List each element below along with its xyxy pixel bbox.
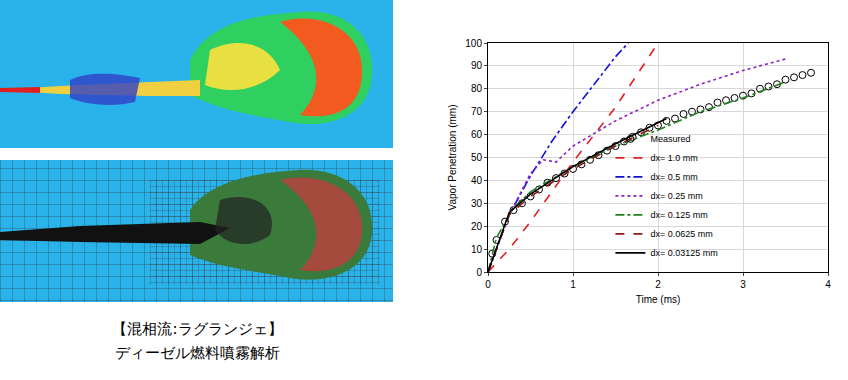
svg-text:90: 90 [471,60,483,71]
svg-text:3: 3 [740,279,746,290]
svg-text:80: 80 [471,83,483,94]
svg-text:30: 30 [471,198,483,209]
svg-text:Measured: Measured [650,134,690,144]
svg-text:dx= 0.125 mm: dx= 0.125 mm [650,210,707,220]
svg-text:60: 60 [471,129,483,140]
html-text:ディーゼル燃料噴霧解析: ディーゼル燃料噴霧解析 [115,344,280,362]
svg-text:70: 70 [471,106,483,117]
svg-text:1: 1 [570,279,576,290]
svg-text:Vapor Penetration (mm): Vapor Penetration (mm) [447,105,458,211]
svg-text:10: 10 [471,244,483,255]
svg-text:50: 50 [471,152,483,163]
svg-text:dx= 1.0 mm: dx= 1.0 mm [650,153,697,163]
svg-text:4: 4 [825,279,831,290]
svg-text:dx= 0.25 mm: dx= 0.25 mm [650,191,702,201]
svg-text:20: 20 [471,221,483,232]
svg-text:0: 0 [476,267,482,278]
svg-text:2: 2 [655,279,661,290]
svg-text:100: 100 [465,38,482,49]
svg-text:40: 40 [471,175,483,186]
html-text:【混相流:ラグランジェ】: 【混相流:ラグランジェ】 [112,320,283,338]
svg-text:Time (ms): Time (ms) [636,294,681,305]
svg-text:0: 0 [485,279,491,290]
svg-text:dx= 0.0625 mm: dx= 0.0625 mm [650,229,712,239]
svg-text:dx= 0.5 mm: dx= 0.5 mm [650,172,697,182]
svg-text:dx= 0.03125 mm: dx= 0.03125 mm [650,248,717,258]
